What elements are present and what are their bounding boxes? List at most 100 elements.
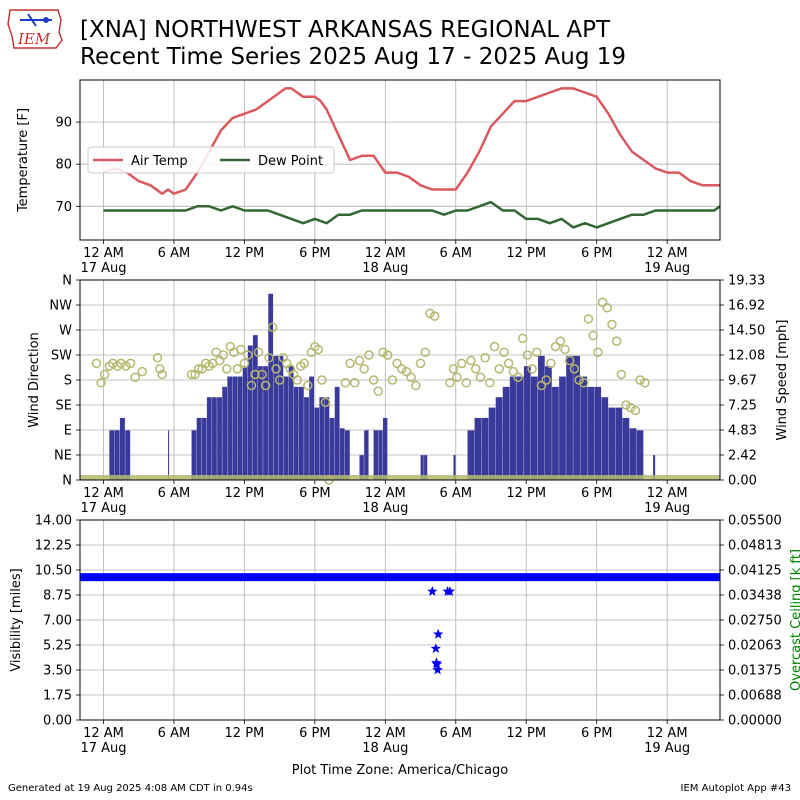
wind-speed-bar [252, 335, 258, 480]
x-tick-label: 6 PM [299, 486, 330, 501]
x-tick-date-label: 17 Aug [80, 741, 126, 756]
wind-speed-bar [114, 430, 120, 480]
y-tick-label: 10.50 [35, 564, 72, 579]
wind-speed-bar [247, 345, 253, 480]
wind-speed-bar [304, 397, 309, 480]
wind-direction-point [466, 355, 476, 366]
plot-frame [79, 519, 721, 721]
wind-direction-point [611, 336, 622, 346]
wind-direction-point [246, 380, 257, 391]
x-tick-label: 6 AM [158, 726, 191, 741]
y-axis-label: Visibility [miles] [9, 568, 24, 671]
wind-speed-bar [537, 355, 545, 480]
wind-direction-point [445, 378, 455, 388]
wind-direction-point [555, 336, 566, 346]
wind-direction-point [350, 378, 360, 388]
wind-direction-point [317, 375, 327, 385]
air-temp-line [103, 87, 720, 195]
wind-direction-point [640, 378, 650, 388]
wind-speed-bar [420, 455, 424, 480]
wind-speed-bar [566, 355, 573, 480]
visibility-band [80, 573, 720, 582]
wind-direction-point [152, 353, 163, 363]
wind-direction-point [550, 341, 561, 352]
x-tick-label: 12 AM [647, 486, 688, 501]
wind-direction-point [546, 358, 556, 369]
wind-direction-point [236, 344, 246, 355]
wind-speed-bar [636, 430, 644, 480]
y-tick-label: S [64, 374, 72, 389]
wind-direction-point [527, 364, 537, 374]
wind-direction-point [415, 358, 426, 369]
wind-direction-point [257, 369, 267, 380]
x-tick-label: 6 AM [158, 246, 191, 261]
y-tick-label: 90 [55, 116, 72, 131]
generated-note: Generated at 19 Aug 2025 4:08 AM CDT in … [8, 783, 253, 794]
wind-direction-point [378, 347, 388, 357]
wind-speed-bar [467, 430, 475, 480]
wind-speed-bar [109, 430, 115, 480]
wind-direction-point [425, 308, 435, 319]
y-tick-label: NW [49, 299, 72, 314]
wind-direction-point [292, 375, 302, 385]
x-tick-label: 12 PM [506, 726, 546, 741]
x-tick-date-label: 19 Aug [644, 501, 690, 516]
wind-speed-bar [201, 417, 207, 480]
x-tick-date-label: 18 Aug [362, 261, 408, 276]
x-tick-label: 12 PM [506, 486, 546, 501]
wind-speed-bar [530, 376, 538, 480]
y-axis-label: Temperature [F] [16, 108, 31, 213]
y-tick-label: N [62, 474, 72, 489]
wind-direction-point [239, 358, 250, 369]
visibility-point [432, 628, 444, 639]
wind-speed-bar [314, 407, 320, 480]
wind-direction-point [116, 358, 126, 369]
wind-speed-bar [324, 397, 330, 480]
wind-direction-point [137, 366, 147, 377]
wind-speed-bar [594, 386, 602, 480]
wind-speed-bar [283, 376, 289, 480]
wind-speed-bar [217, 397, 222, 480]
wind-direction-point [340, 378, 351, 388]
wind-direction-point [193, 364, 204, 374]
y2-tick-label: 2.42 [728, 449, 757, 464]
x-tick-label: 12 PM [225, 726, 265, 741]
x-tick-label: 6 PM [581, 246, 612, 261]
wind-speed-bar [453, 455, 456, 480]
y-tick-label: 3.50 [43, 664, 72, 679]
x-tick-label: 6 PM [581, 726, 612, 741]
wind-direction-point [368, 375, 379, 385]
x-tick-date-label: 19 Aug [644, 261, 690, 276]
wind-direction-point [532, 347, 542, 357]
wind-direction-point [583, 314, 594, 324]
y2-axis-label: Wind Speed [mph] [775, 320, 790, 441]
wind-direction-point [99, 369, 110, 380]
wind-speed-bar [227, 376, 233, 480]
y2-tick-label: 0.00000 [728, 714, 782, 729]
wind-speed-bar [359, 455, 364, 480]
wind-direction-point [243, 350, 253, 360]
wind-speed-bar [424, 455, 428, 480]
wind-speed-bar [237, 376, 243, 480]
wind-direction-point [499, 347, 509, 357]
x-tick-label: 6 PM [299, 726, 330, 741]
wind-direction-point [574, 375, 584, 385]
visibility-point [444, 585, 456, 596]
x-tick-label: 12 AM [647, 246, 688, 261]
wind-speed-bar [573, 355, 580, 480]
wind-direction-point [406, 372, 416, 382]
y-tick-label: 7.00 [43, 614, 72, 629]
x-tick-label: 12 AM [83, 246, 124, 261]
wind-speed-bar [495, 397, 503, 480]
wind-direction-point [517, 333, 528, 344]
plot-frame [79, 279, 721, 481]
wind-speed-bar [364, 430, 369, 480]
wind-speed-bar [206, 397, 212, 480]
wind-direction-point [232, 364, 243, 374]
wind-direction-point [354, 355, 365, 366]
x-tick-label: 12 PM [225, 486, 265, 501]
wind-speed-bar [523, 366, 531, 480]
wind-direction-point [186, 369, 197, 380]
visibility-point [427, 585, 438, 596]
x-tick-label: 12 AM [83, 726, 124, 741]
